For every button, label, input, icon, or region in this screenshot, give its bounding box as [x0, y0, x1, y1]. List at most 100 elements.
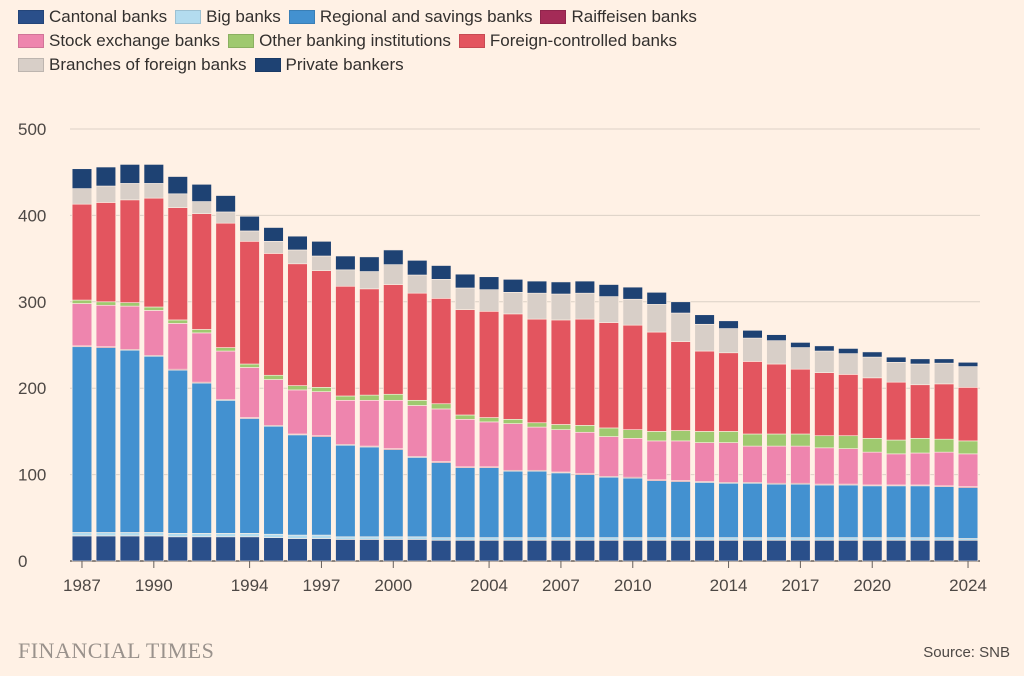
legend-item: Other banking institutions — [228, 30, 451, 51]
bar-segment — [742, 445, 763, 483]
bar-segment — [478, 421, 500, 468]
bar-segment — [526, 422, 548, 428]
bar-segment — [143, 355, 164, 533]
bar-segment — [478, 289, 500, 312]
legend-item: Branches of foreign banks — [18, 54, 247, 75]
bar-segment — [838, 435, 859, 449]
bar-segment — [119, 302, 140, 307]
bar-segment — [359, 446, 380, 538]
bar-segment — [790, 368, 811, 435]
x-tick-label: 1987 — [63, 576, 101, 595]
bar-segment — [598, 322, 619, 429]
bar-segment — [311, 270, 332, 388]
bar-segment — [933, 451, 955, 487]
x-tick-label: 2014 — [710, 576, 748, 595]
bar-segment — [550, 281, 572, 295]
bar-segment — [694, 314, 715, 325]
bar-segment — [455, 414, 476, 420]
bar-segment — [574, 537, 595, 541]
bar-segment — [502, 537, 524, 541]
bar-segment — [431, 408, 452, 462]
bar-segment — [598, 427, 619, 437]
bar-segment — [311, 387, 332, 392]
bar-segment — [862, 356, 883, 379]
bar-segment — [478, 311, 500, 418]
source-note: Source: SNB — [923, 644, 1010, 661]
bar-segment — [766, 340, 787, 365]
x-tick-label: 2000 — [374, 576, 412, 595]
bar-segment — [862, 351, 883, 358]
bar-segment — [71, 299, 93, 304]
legend-swatch — [540, 9, 567, 24]
bar-segment — [933, 383, 955, 440]
legend-swatch — [254, 57, 281, 72]
bar-segment — [933, 358, 955, 364]
bar-stack-2012 — [670, 301, 691, 562]
bar-segment — [742, 337, 763, 362]
bar-stack-1992 — [191, 183, 212, 562]
bar-segment — [383, 449, 404, 538]
bar-segment — [526, 292, 548, 320]
bar-stack-2023 — [933, 358, 955, 562]
bar-segment — [359, 288, 380, 396]
bar-segment — [838, 484, 859, 538]
bar-segment — [622, 429, 643, 439]
bar-segment — [143, 164, 164, 184]
bar-segment — [287, 538, 308, 562]
bar-segment — [143, 183, 164, 199]
bar-stack-2003 — [455, 273, 476, 562]
bar-segment — [526, 318, 548, 424]
bar-segment — [455, 537, 476, 541]
bar-segment — [790, 445, 811, 484]
bar-segment — [910, 539, 931, 562]
bar-segment — [766, 363, 787, 435]
bar-segment — [910, 537, 931, 541]
bar-segment — [478, 539, 500, 562]
bar-segment — [622, 537, 643, 541]
bar-segment — [455, 273, 476, 289]
bar-stack-2015 — [742, 330, 763, 562]
bar-segment — [910, 438, 931, 454]
bar-segment — [455, 287, 476, 310]
bar-segment — [167, 319, 188, 324]
bar-segment — [239, 533, 260, 538]
bar-segment — [838, 539, 859, 562]
bar-stack-2013 — [694, 314, 715, 562]
bar-segment — [838, 448, 859, 485]
bar-segment — [790, 433, 811, 447]
bar-segment — [335, 395, 356, 401]
bar-stack-1990 — [143, 164, 164, 562]
bar-segment — [167, 323, 188, 370]
bar-segment — [215, 399, 236, 534]
ft-branding: FINANCIAL TIMES — [18, 638, 215, 663]
bar-stack-2024 — [957, 361, 979, 562]
bar-segment — [119, 535, 140, 562]
bar-segment — [167, 176, 188, 195]
bar-segment — [215, 536, 236, 562]
bar-segment — [407, 536, 428, 540]
bar-segment — [407, 399, 428, 406]
bar-segment — [622, 298, 643, 326]
bar-stack-2014 — [718, 320, 739, 562]
bar-stack-2020 — [862, 351, 883, 562]
bar-segment — [910, 363, 931, 386]
bar-segment — [311, 436, 332, 536]
bar-segment — [431, 265, 452, 280]
bar-segment — [191, 533, 212, 538]
legend-item: Stock exchange banks — [18, 30, 220, 51]
bar-segment — [886, 381, 907, 441]
bar-segment — [862, 438, 883, 453]
bar-segment — [862, 539, 883, 562]
legend-swatch — [175, 9, 202, 24]
bar-segment — [71, 535, 93, 562]
bar-segment — [933, 362, 955, 385]
bar-segment — [71, 203, 93, 301]
bar-segment — [718, 539, 739, 562]
bar-segment — [910, 384, 931, 439]
bar-segment — [311, 241, 332, 257]
legend-item: Raiffeisen banks — [540, 6, 697, 27]
bar-segment — [646, 539, 667, 562]
bar-segment — [215, 222, 236, 348]
bar-segment — [933, 537, 955, 541]
bar-segment — [574, 431, 595, 475]
